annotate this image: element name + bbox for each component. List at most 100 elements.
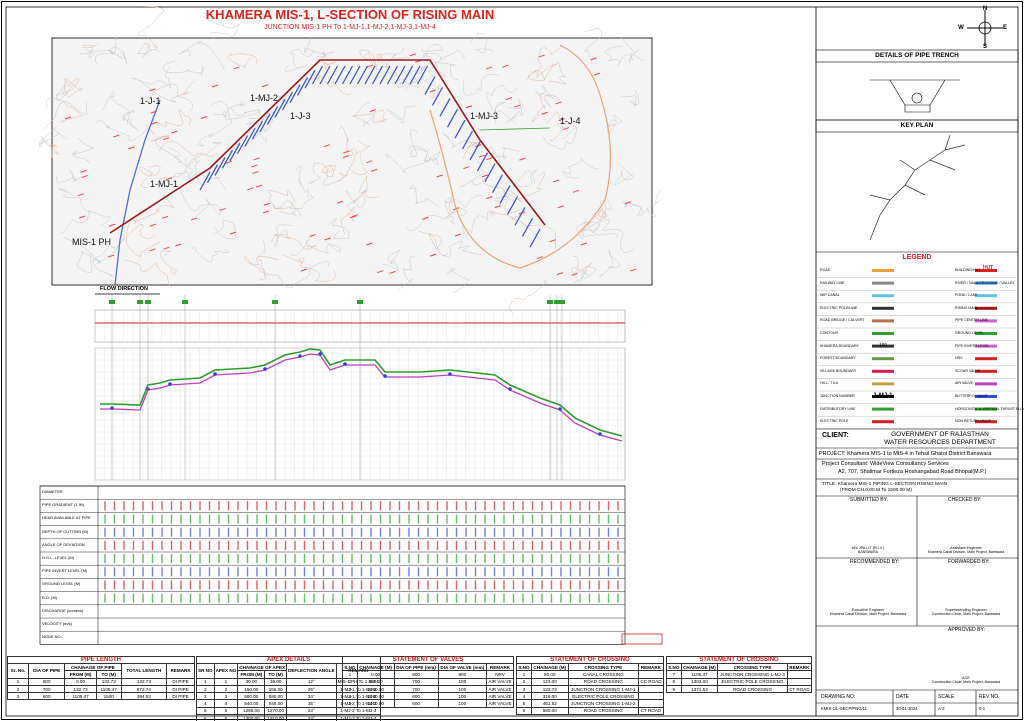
level-mark: [571, 272, 578, 276]
info-value: A-2: [938, 706, 945, 711]
contour: [339, 126, 358, 158]
legend-swatch: [975, 420, 997, 424]
level-mark: [557, 205, 564, 209]
table-cell: CT ROAD: [637, 706, 665, 716]
profile-row-label: PIPE INVERT LEVEL (M): [42, 568, 88, 574]
rising-main: [109, 59, 546, 234]
table-cell: CC ROAD: [637, 677, 665, 686]
contour: [139, 165, 161, 188]
table-cell: 972.74: [120, 684, 168, 694]
contour: [486, 102, 516, 125]
level-mark: [323, 144, 331, 148]
table-row: 9 1371.53 ROAD CROSSING CT ROAD: [666, 684, 813, 694]
table-cell: 1: [196, 677, 215, 686]
legend-swatch: [975, 269, 997, 272]
table-cell: 800: [28, 677, 66, 686]
contour: [645, 189, 662, 218]
table-subheader: FROM (M): [237, 670, 266, 679]
table-cell: 940.00: [237, 699, 266, 708]
contour: [441, 240, 482, 257]
level-mark: [229, 231, 237, 235]
chainage-tick: [371, 65, 384, 85]
table-header: DEFLECTION ANGLE: [286, 663, 337, 679]
contour: [168, 147, 208, 186]
level-mark: [367, 64, 374, 68]
table-subheader: TO (M): [264, 670, 288, 679]
level-mark: [64, 116, 72, 120]
table-row: 3 132.73 JUNCTION CROSSING 1-MJ-1: [516, 684, 665, 694]
contour: [387, 104, 418, 123]
compass-letter: S: [982, 44, 988, 50]
table-cell: JUNCTION CROSSING 1-MJ-1: [567, 684, 639, 694]
table-cell: 100: [437, 677, 488, 686]
contour: [613, 162, 634, 186]
legend-item: VILLAGE BOUNDARY: [820, 368, 857, 373]
contour: [308, 162, 340, 186]
level-mark: [350, 215, 357, 219]
compass-letter: E: [1002, 25, 1008, 31]
table-header: DIA OF PIPE (mm): [393, 662, 439, 672]
valve-symbol: [137, 300, 143, 304]
contour: [63, 237, 114, 277]
table-cell: ROAD CROSSING: [567, 706, 639, 716]
contour: [489, 210, 527, 221]
level-mark: [149, 223, 157, 227]
level-mark: [261, 84, 269, 88]
level-mark: [252, 171, 259, 174]
table-cell: AIR VALVE: [486, 677, 514, 686]
chainage-tick: [394, 65, 406, 85]
chainage-tick: [514, 207, 526, 226]
level-mark: [630, 268, 637, 272]
contour: [46, 98, 88, 116]
level-mark: [436, 174, 443, 178]
table-cell: 948.00: [264, 699, 288, 708]
table-row: 7 1105.47 JUNCTION CROSSING 1-MJ-3: [666, 670, 813, 679]
contour: [290, 194, 315, 218]
level-mark: [324, 237, 331, 241]
level-mark: [253, 157, 260, 161]
table-cell: AIR VALVE: [486, 692, 514, 701]
table-cell: 600: [393, 699, 439, 708]
level-mark: [162, 137, 170, 141]
signature-name: Superintending Engineer: [945, 608, 987, 612]
table-cell: 1105.47: [64, 692, 97, 701]
info-header: DRAWING NO:: [821, 694, 856, 700]
table-cell: 1310.00: [264, 714, 288, 721]
trench-header: [815, 49, 1019, 63]
legend-item: DISTRIBUTORY LINE: [820, 406, 856, 411]
table-subheader: FROM (M): [64, 670, 97, 679]
table-header: DIA OF VALVE (mm): [437, 662, 488, 672]
contour: [599, 249, 620, 277]
table-cell: 2: [516, 677, 532, 686]
contour: [423, 50, 466, 67]
legend-item: RAILWAY LINE: [820, 280, 845, 285]
table-cell: 700: [393, 677, 439, 686]
contour: [584, 208, 606, 226]
consultant-address: A2, 707, Shalimar Fortleza Hoshangabad R…: [838, 469, 987, 475]
legend-item: KHAMERA BOUNDARY: [820, 343, 859, 348]
table-cell: 3: [213, 692, 239, 701]
contour: [244, 255, 279, 277]
contour: [408, 129, 427, 157]
table-cell: [786, 677, 813, 686]
contour: [122, 109, 139, 131]
chainage-tick: [499, 185, 511, 204]
branch-1j4: [479, 127, 551, 131]
node-point: [508, 387, 512, 391]
table-cell: [637, 684, 665, 694]
table-cell: 1105.47: [95, 684, 122, 694]
legend-item: HILL / TILA: [820, 381, 838, 386]
level-mark: [519, 157, 526, 161]
table-title: PIPE LENGTH: [7, 656, 195, 663]
contour: [64, 78, 82, 98]
contour: [76, 250, 112, 273]
contour: [158, 158, 189, 181]
contour: [139, 80, 196, 103]
sheet-subtitle: JUNCTION MIS-1 PH To 1-MJ-1,1-MJ-2,1-MJ-…: [264, 24, 436, 31]
contour: [258, 261, 329, 289]
contour: [326, 218, 350, 240]
contour: [284, 48, 314, 72]
legend-item: NRV: [955, 356, 963, 361]
legend-boundary-no: 100: [879, 341, 887, 347]
valve-symbol: [547, 300, 553, 304]
